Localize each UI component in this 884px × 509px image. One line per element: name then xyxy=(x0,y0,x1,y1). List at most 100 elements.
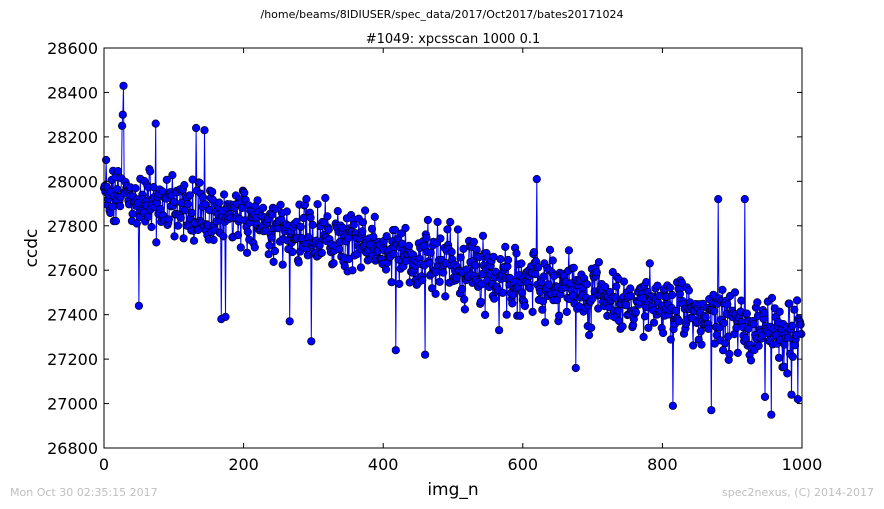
data-point xyxy=(653,281,662,290)
x-axis-label: img_n xyxy=(427,480,478,500)
data-point xyxy=(170,232,179,241)
data-point xyxy=(788,352,798,361)
x-tick-label: 200 xyxy=(228,455,259,474)
data-point xyxy=(718,285,727,295)
data-point xyxy=(666,335,675,344)
data-point xyxy=(619,277,629,286)
data-point xyxy=(532,175,541,184)
data-point xyxy=(744,324,753,333)
data-point xyxy=(498,288,507,297)
data-point xyxy=(644,323,653,332)
data-point xyxy=(501,242,510,251)
data-point xyxy=(370,212,379,221)
data-point xyxy=(208,187,217,196)
data-point xyxy=(592,268,601,277)
data-point xyxy=(746,356,756,365)
data-point xyxy=(779,362,789,371)
data-point xyxy=(288,247,297,257)
data-point xyxy=(548,256,557,265)
data-point xyxy=(792,296,802,305)
y-tick-label: 27400 xyxy=(47,306,98,325)
data-point xyxy=(152,238,161,247)
data-point xyxy=(151,119,160,128)
data-point xyxy=(128,209,137,218)
series-layer xyxy=(99,81,806,419)
data-point xyxy=(512,249,521,258)
data-point xyxy=(233,231,243,240)
data-point xyxy=(302,194,311,204)
data-point xyxy=(189,236,199,245)
data-point xyxy=(209,235,218,245)
data-point xyxy=(381,265,391,274)
data-point xyxy=(259,203,268,212)
data-point xyxy=(443,225,452,234)
data-point xyxy=(431,289,440,298)
data-point xyxy=(439,268,448,277)
data-point xyxy=(785,299,794,308)
data-point xyxy=(356,263,366,272)
data-point xyxy=(221,312,230,322)
data-point xyxy=(192,123,201,133)
data-point xyxy=(441,292,450,301)
data-point xyxy=(642,278,651,287)
data-point xyxy=(571,363,580,373)
data-point xyxy=(587,323,596,332)
data-point xyxy=(489,252,498,261)
data-point xyxy=(460,305,470,314)
data-point xyxy=(582,280,592,289)
data-point xyxy=(458,284,467,294)
data-point xyxy=(358,227,367,236)
data-point xyxy=(426,248,435,257)
data-point xyxy=(162,175,171,184)
data-point xyxy=(517,259,526,268)
data-point xyxy=(539,272,548,281)
data-point xyxy=(520,301,530,311)
data-point xyxy=(730,288,740,297)
data-point xyxy=(333,207,342,216)
data-point xyxy=(253,196,262,205)
data-point xyxy=(395,279,404,289)
data-point xyxy=(307,337,316,346)
data-point xyxy=(220,190,229,199)
data-point xyxy=(508,299,517,308)
data-point xyxy=(294,258,303,267)
data-point xyxy=(236,243,245,252)
data-point xyxy=(243,248,252,257)
data-point xyxy=(200,126,209,135)
y-tick-label: 27000 xyxy=(47,395,98,414)
data-point xyxy=(569,263,578,273)
data-point xyxy=(269,257,278,267)
data-point xyxy=(649,318,659,327)
data-point xyxy=(723,300,732,309)
data-point xyxy=(180,181,189,190)
data-point xyxy=(495,326,504,335)
data-point xyxy=(783,369,792,378)
data-point xyxy=(285,317,294,326)
data-point xyxy=(421,350,430,359)
data-point xyxy=(631,308,641,317)
data-point xyxy=(684,286,694,295)
data-point xyxy=(564,246,574,255)
data-point xyxy=(767,410,776,419)
data-point xyxy=(796,320,805,329)
data-point xyxy=(179,234,188,243)
data-point xyxy=(621,301,631,310)
data-point xyxy=(775,307,784,316)
data-point xyxy=(471,261,480,270)
data-point xyxy=(391,346,400,355)
data-point xyxy=(168,171,177,180)
data-point xyxy=(540,318,550,327)
data-point xyxy=(704,324,713,333)
data-point xyxy=(173,221,183,230)
data-point xyxy=(476,297,486,306)
data-point xyxy=(545,245,555,254)
data-point xyxy=(329,259,338,268)
data-point xyxy=(753,298,762,307)
data-point xyxy=(338,223,347,232)
data-point xyxy=(446,217,455,227)
data-point xyxy=(423,215,433,225)
y-tick-label: 27200 xyxy=(47,350,98,369)
data-point xyxy=(422,233,431,242)
data-point xyxy=(490,294,499,303)
data-point xyxy=(348,266,357,275)
